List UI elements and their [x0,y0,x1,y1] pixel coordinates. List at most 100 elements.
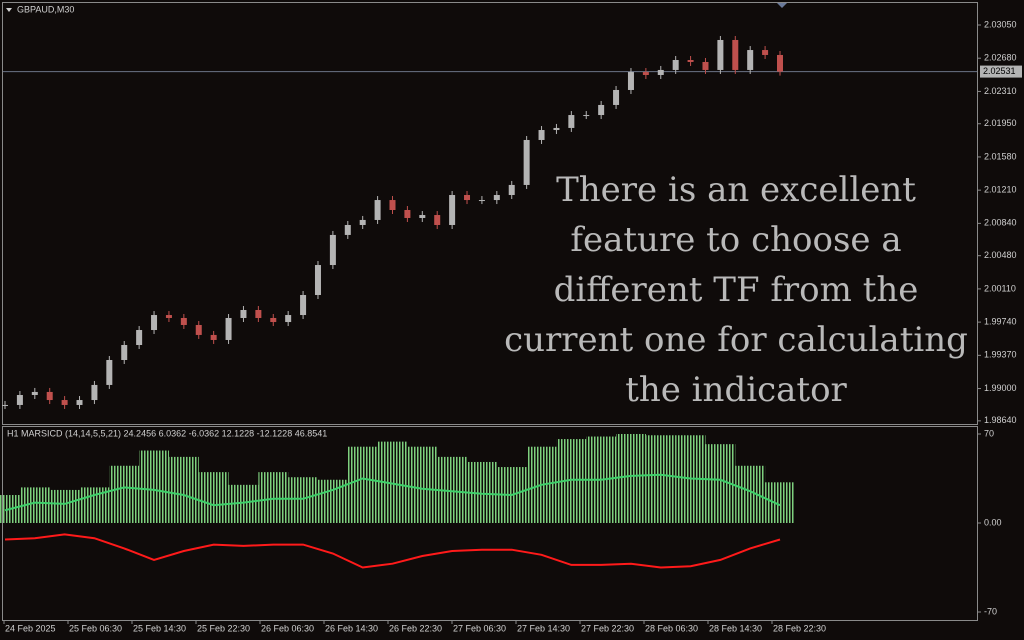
y-tick-label: 2.03050 [984,19,1017,29]
candle [195,324,202,335]
candle [16,395,23,405]
histogram-bar [735,465,766,523]
candle [151,315,158,331]
y-tick-label: 1.98640 [984,415,1017,425]
candle [732,39,739,70]
candle [687,60,694,62]
candle [374,200,381,220]
histogram-bar [765,482,795,523]
y-tick-label: 2.01580 [984,151,1017,161]
x-tick-label: 24 Feb 2025 [5,623,56,633]
candle [508,184,515,196]
x-tick-label: 26 Feb 22:30 [389,623,442,633]
candle [359,219,366,225]
y-tick-label: -70 [984,606,997,616]
y-tick-label: 1.99740 [984,316,1017,326]
x-tick-label: 28 Feb 14:30 [709,623,762,633]
y-tick-label: 2.01210 [984,185,1017,195]
overlay-caption: There is an excellent feature to choose a… [504,170,968,410]
candle [285,315,292,323]
candle [329,234,336,266]
candle [762,50,769,55]
shift-marker [777,3,787,8]
candle [46,391,53,401]
candle [613,89,620,105]
candle [717,39,724,70]
histogram-bar [616,433,646,523]
candle [538,130,545,140]
y-tick-label: 1.99370 [984,350,1017,360]
x-tick-label: 26 Feb 14:30 [325,623,378,633]
caption-line: feature to choose a [570,220,901,260]
candle [31,391,38,396]
current-price-box [980,65,1022,78]
candle [553,127,560,131]
candle [583,115,590,117]
candle [121,345,128,360]
candle [240,309,247,318]
candle [404,209,411,218]
candle [180,317,187,325]
caption-line: There is an excellent [556,170,916,210]
histogram-bar [347,446,378,523]
candle [76,400,83,405]
candle [657,69,664,75]
y-tick-label: 70 [984,428,994,438]
candle [777,54,783,72]
histogram-bar [139,450,169,523]
histogram-bar [168,456,199,523]
symbol-label: GBPAUD,M30 [17,4,74,14]
histogram-bar [198,472,229,523]
candle [464,195,471,201]
x-tick-label: 25 Feb 14:30 [133,623,186,633]
x-tick-label: 28 Feb 06:30 [645,623,698,633]
indicator-pane [2,426,978,621]
y-tick-label: 2.02310 [984,86,1017,96]
candle [568,115,575,128]
candle [627,72,634,90]
histogram-bar [407,446,438,523]
x-tick-label: 27 Feb 22:30 [581,623,634,633]
x-tick-label: 28 Feb 22:30 [773,623,826,633]
candle [270,317,277,323]
candle [255,309,262,318]
candle [419,215,426,218]
y-tick-label: 1.99000 [984,383,1017,393]
candle [2,404,8,406]
lower-line [4,533,781,569]
y-tick-label: 2.00110 [984,283,1016,293]
candle [747,50,754,70]
main-pane [2,2,978,425]
histogram-bar [109,465,140,523]
candle [61,400,68,405]
caption-line: the indicator [625,370,847,410]
candle [136,330,143,346]
menu-arrow[interactable] [6,8,12,12]
x-tick-label: 25 Feb 06:30 [69,623,122,633]
y-tick-label: 0.00 [984,517,1002,527]
y-tick-label: 2.00840 [984,218,1017,228]
histogram-bar [288,477,318,523]
candle [598,104,605,116]
caption-line: different TF from the [554,270,919,310]
candle [314,265,321,296]
histogram-bar [49,489,80,523]
y-tick-label: 2.00480 [984,250,1017,260]
x-tick-label: 27 Feb 14:30 [517,623,570,633]
candle [493,195,500,201]
candle [225,317,232,340]
candle [642,72,649,75]
candle [165,315,172,318]
candle [210,334,217,340]
x-tick-label: 25 Feb 22:30 [197,623,250,633]
indicator-label: H1 MARSICD (14,14,5,5,21) 24.2456 6.0362… [7,428,327,438]
x-tick-label: 26 Feb 06:30 [261,623,314,633]
x-tick-label: 27 Feb 06:30 [453,623,506,633]
candle [523,139,530,185]
candle [106,359,113,385]
candle [672,60,679,70]
candle [702,61,709,70]
